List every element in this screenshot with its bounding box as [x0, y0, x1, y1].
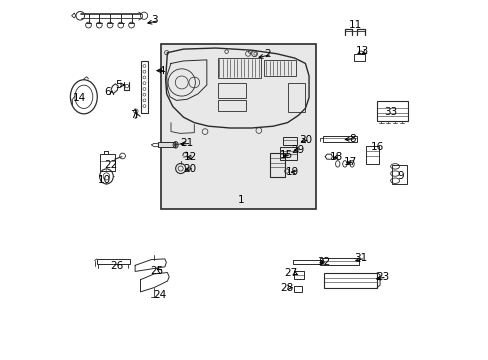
Bar	[283, 137, 296, 145]
Text: 29: 29	[290, 144, 304, 154]
Text: 10: 10	[97, 175, 110, 185]
Text: 13: 13	[355, 46, 369, 56]
Bar	[140, 61, 148, 113]
Text: 25: 25	[150, 266, 163, 276]
Text: 12: 12	[183, 152, 196, 162]
Bar	[270, 153, 285, 177]
Bar	[293, 286, 301, 292]
Bar	[217, 83, 246, 98]
Text: 20: 20	[183, 163, 196, 174]
Text: 5: 5	[116, 80, 122, 90]
Bar	[293, 271, 304, 279]
Bar	[366, 146, 378, 164]
Text: 1: 1	[237, 195, 244, 205]
Text: 17: 17	[343, 157, 356, 167]
Text: 14: 14	[73, 93, 86, 103]
Text: 7: 7	[130, 111, 136, 121]
Text: 32: 32	[316, 257, 329, 267]
Text: 15: 15	[280, 150, 293, 160]
Text: 11: 11	[347, 20, 361, 30]
Text: 24: 24	[153, 290, 166, 300]
Bar	[292, 260, 320, 264]
Text: 6: 6	[104, 87, 111, 97]
Text: 31: 31	[354, 253, 367, 263]
Bar	[264, 60, 296, 76]
Text: 9: 9	[396, 171, 403, 181]
Text: 16: 16	[370, 142, 383, 152]
Text: 3: 3	[151, 15, 158, 26]
Bar	[322, 136, 356, 142]
Text: 23: 23	[375, 272, 388, 282]
Text: 33: 33	[384, 107, 397, 117]
Bar	[161, 44, 315, 209]
Bar	[97, 259, 129, 264]
Text: 18: 18	[328, 152, 342, 162]
Text: 4: 4	[158, 66, 164, 76]
Text: 8: 8	[348, 134, 355, 144]
Text: 26: 26	[110, 261, 123, 271]
Text: 28: 28	[280, 283, 293, 293]
Text: 22: 22	[104, 160, 118, 170]
Bar	[279, 147, 296, 159]
Bar	[217, 100, 246, 111]
Bar	[353, 54, 365, 61]
Bar	[391, 165, 406, 184]
Bar	[158, 142, 174, 147]
Text: 19: 19	[285, 167, 299, 177]
Bar	[100, 154, 115, 171]
Bar	[217, 58, 260, 78]
Bar	[324, 273, 376, 288]
Text: 2: 2	[264, 49, 270, 59]
Bar	[319, 258, 359, 265]
Bar	[287, 83, 305, 112]
Text: 21: 21	[180, 139, 193, 148]
Bar	[376, 101, 407, 121]
Text: 27: 27	[283, 268, 296, 278]
Text: 30: 30	[298, 135, 311, 145]
